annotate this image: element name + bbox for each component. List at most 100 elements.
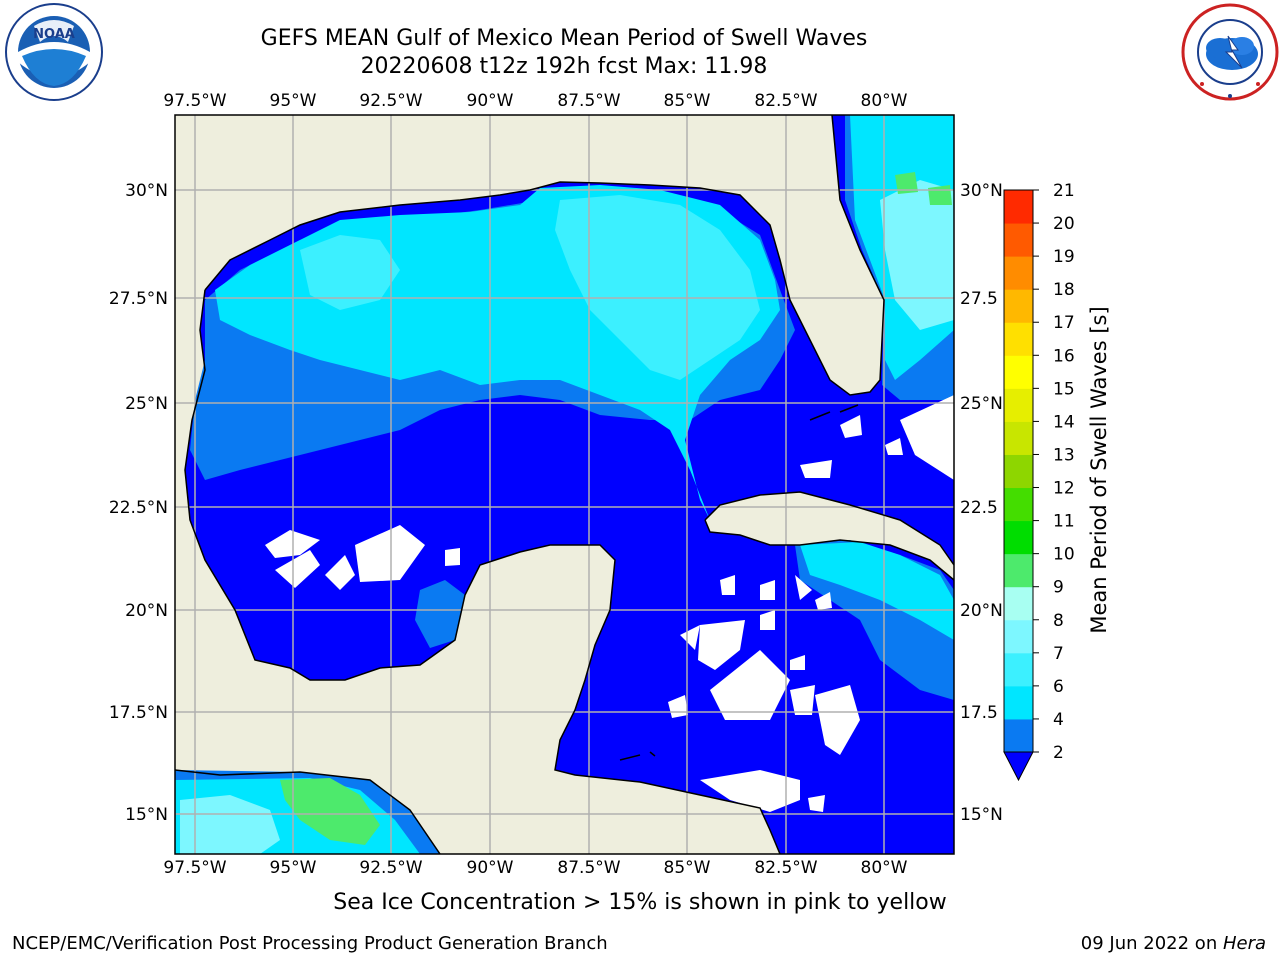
no-data-patch: [680, 625, 700, 650]
no-data-patch: [815, 685, 860, 755]
latitude-label: 22.5°N: [109, 498, 168, 518]
noaa-logo: NOAA: [5, 3, 103, 101]
no-data-patch: [900, 395, 954, 480]
colorbar-tick-label: 8: [1053, 611, 1064, 631]
longitude-label: 80°W: [861, 91, 908, 111]
longitude-label: 90°W: [467, 91, 514, 111]
longitude-label: 80°W: [861, 858, 908, 878]
no-data-patch: [808, 795, 825, 812]
swell-band-7-8: [880, 180, 954, 330]
footer-host: Hera: [1222, 933, 1266, 954]
no-data-patch: [760, 580, 775, 600]
colorbar-tick-label: 15: [1053, 379, 1075, 399]
latitude-label: 25°N: [125, 394, 168, 414]
latitude-label: 17.5°N: [109, 703, 168, 723]
cuba-shape: [705, 492, 954, 580]
latitude-labels-right: 30°N 27.5 25°N 22.5 20°N 17.5 15°N: [960, 181, 1003, 825]
latitude-label: 25°N: [960, 394, 1003, 414]
map-content: [175, 115, 954, 854]
no-data-patch: [698, 620, 745, 670]
longitude-label: 92.5°W: [359, 858, 422, 878]
colorbar-tick-label: 7: [1053, 644, 1064, 664]
colorbar-tick-label: 21: [1053, 181, 1075, 201]
sea-ice-note: Sea Ice Concentration > 15% is shown in …: [333, 890, 947, 915]
latitude-label: 17.5: [960, 703, 998, 723]
graticule: [175, 115, 954, 854]
colorbar-segment: [1004, 487, 1033, 522]
colorbar-tick-label: 4: [1053, 710, 1064, 730]
colorbar-segment: [1004, 289, 1033, 323]
latitude-labels-left: 30°N 27.5°N 25°N 22.5°N 20°N 17.5°N 15°N: [109, 181, 168, 825]
colorbar-segment: [1004, 256, 1033, 290]
coastline: [175, 115, 954, 854]
colorbar-segment: [1004, 322, 1033, 356]
longitude-label: 92.5°W: [359, 91, 422, 111]
swell-band-4-6: [800, 542, 954, 640]
colorbar-segment: [1004, 652, 1033, 687]
colorbar-segment: [1004, 718, 1033, 753]
map-frame: [174, 114, 955, 855]
swell-band-9-10: [928, 185, 952, 205]
swell-band-2-4: [415, 580, 465, 648]
colorbar-tick-label: 11: [1053, 512, 1075, 532]
svg-text:NOAA: NOAA: [33, 27, 75, 42]
swell-band-9-10: [895, 172, 918, 194]
colorbar-tick-label: 6: [1053, 677, 1064, 697]
longitude-label: 82.5°W: [754, 91, 817, 111]
colorbar-tick-label: 20: [1053, 214, 1075, 234]
longitude-label: 90°W: [467, 858, 514, 878]
colorbar-segment: [1004, 388, 1033, 422]
colorbar-tick-label: 12: [1053, 479, 1075, 499]
nws-logo: [1181, 3, 1279, 101]
longitude-label: 87.5°W: [557, 91, 620, 111]
no-data-patch: [445, 548, 460, 566]
no-data-patch: [710, 650, 790, 720]
colorbar-tick-label: 18: [1053, 280, 1075, 300]
footer-credit: NCEP/EMC/Verification Post Processing Pr…: [12, 933, 608, 954]
no-data-patch: [275, 550, 320, 588]
no-data-patch: [840, 415, 862, 438]
swell-band-6-7: [300, 235, 400, 310]
swell-band-9-10: [280, 778, 380, 845]
colorbar-segment: [1004, 421, 1033, 455]
colorbar-segment: [1004, 454, 1033, 489]
no-data-patch: [720, 575, 735, 595]
colorbar-segment: [1004, 355, 1033, 389]
longitude-label: 97.5°W: [163, 858, 226, 878]
map-subtitle: 20220608 t12z 192h fcst Max: 11.98: [360, 54, 768, 79]
no-data-patch: [800, 460, 832, 478]
colorbar-extend-arrow: [1003, 751, 1034, 782]
colorbar-tick-label: 14: [1053, 412, 1075, 432]
latitude-label: 27.5: [960, 289, 998, 309]
colorbar-frame: [1003, 189, 1034, 753]
colorbar-tick-label: 19: [1053, 247, 1075, 267]
colorbar-segment: [1004, 553, 1033, 588]
colorbar-segment: [1004, 223, 1033, 257]
latitude-label: 20°N: [960, 601, 1003, 621]
longitude-labels-top: 97.5°W 95°W 92.5°W 90°W 87.5°W 85°W 82.5°W 80°W: [163, 91, 907, 111]
map-title: GEFS MEAN Gulf of Mexico Mean Period of …: [260, 26, 868, 51]
no-data-patch: [815, 592, 832, 610]
colorbar-tick-label: 10: [1053, 545, 1075, 565]
longitude-labels-bottom: 97.5°W 95°W 92.5°W 90°W 87.5°W 85°W 82.5°W 80°W: [163, 858, 907, 878]
latitude-label: 20°N: [125, 601, 168, 621]
colorbar-segment: [1004, 520, 1033, 555]
no-data-patch: [790, 685, 815, 715]
swell-band-6-7: [555, 195, 760, 380]
colorbar-segment: [1004, 586, 1033, 621]
colorbar-tick-label: 16: [1053, 346, 1075, 366]
latitude-label: 22.5: [960, 498, 998, 518]
latitude-label: 15°N: [125, 805, 168, 825]
colorbar-tick-label: 2: [1053, 743, 1064, 763]
longitude-label: 85°W: [664, 858, 711, 878]
longitude-label: 87.5°W: [557, 858, 620, 878]
no-data-patch: [790, 655, 805, 670]
no-data-patch: [795, 575, 812, 600]
colorbar-tick-label: 17: [1053, 313, 1075, 333]
longitude-label: 82.5°W: [754, 858, 817, 878]
latitude-label: 30°N: [960, 181, 1003, 201]
longitude-label: 85°W: [664, 91, 711, 111]
longitude-label: 95°W: [270, 858, 317, 878]
no-data-patch: [760, 610, 775, 630]
